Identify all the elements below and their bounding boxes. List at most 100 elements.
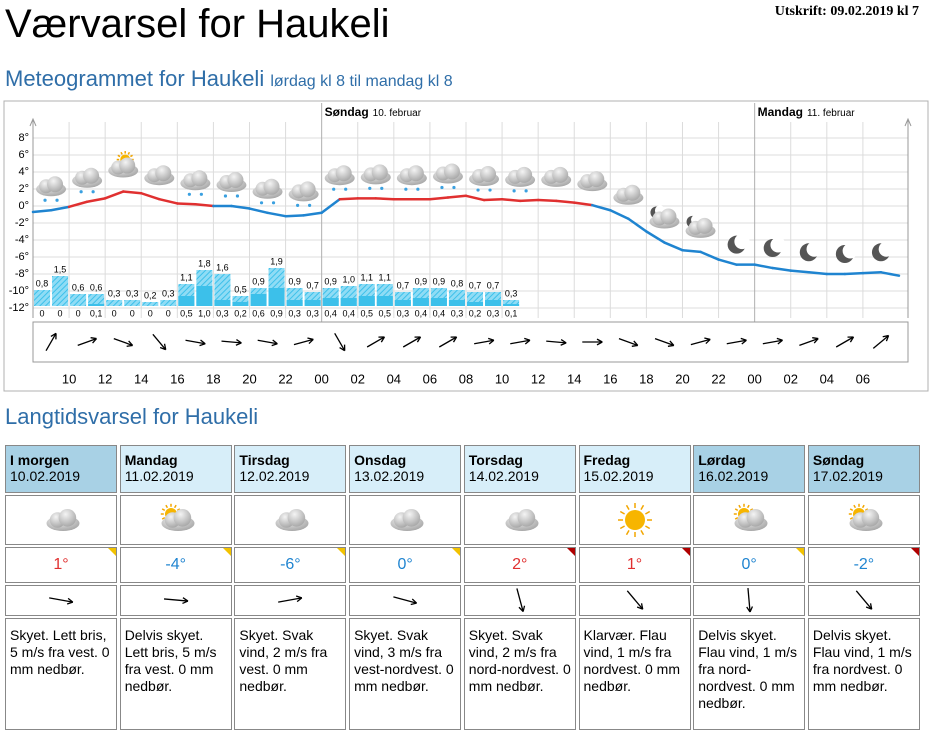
temperature-segment (320, 197, 341, 215)
sun-ray (161, 508, 165, 512)
day-date: 11. februar (807, 108, 855, 119)
wind-arrow (855, 590, 873, 610)
x-tick-label: 06 (423, 371, 437, 386)
day-header: Tirsdag 12.02.2019 (234, 445, 347, 493)
temperature-segment (843, 271, 865, 276)
wind-head (67, 597, 74, 603)
day-label: Mandag 11. februar (758, 105, 856, 119)
precip-min-bar (503, 304, 520, 306)
weather-icon (72, 167, 103, 194)
precip-max-label: 0,8 (36, 278, 49, 288)
wind-head (518, 606, 524, 613)
snowflake (332, 187, 336, 191)
weather-icon (617, 503, 652, 537)
day-date: 11.02.2019 (124, 468, 194, 484)
forecast-day: I morgen 10.02.2019 1° Skyet. Lett bris, 5 … (5, 445, 117, 732)
wind-head (746, 606, 751, 613)
day-name: Mandag (758, 105, 803, 119)
wind-shaft (366, 336, 385, 348)
indicator (222, 548, 231, 556)
moon-cut (734, 233, 750, 250)
wind-arrow (402, 336, 422, 348)
wind-head (339, 346, 346, 352)
wind-shaft (510, 339, 531, 345)
y-tick-label: -2° (15, 217, 29, 229)
temperature-segment (771, 266, 792, 272)
wind-shaft (516, 588, 524, 612)
forecast-day: Fredag 15.02.2019 1° Klarvær. Flau vind, 1 … (578, 445, 691, 732)
wind-head (640, 603, 643, 610)
wind-head (236, 339, 242, 344)
day-name: Mandag (124, 452, 178, 468)
weather-icon (763, 237, 786, 258)
wind-head (631, 344, 638, 347)
cloud-part (287, 509, 306, 527)
x-tick-label: 02 (351, 371, 365, 386)
snowflake (440, 185, 444, 190)
weather-icon (469, 166, 500, 192)
temperature: 1° (578, 547, 691, 583)
temperature-segment (807, 271, 829, 276)
snowflake (259, 201, 264, 205)
temperature-segment (266, 211, 287, 218)
sun-ray (853, 504, 856, 509)
day-date: 10. februar (373, 108, 422, 119)
wind-arrow (163, 597, 189, 605)
precip-max-label: 0,7 (487, 280, 500, 290)
wind-shaft (690, 338, 711, 346)
wind-arrow (726, 337, 747, 345)
weather-icon (848, 503, 883, 531)
wind-shaft (654, 337, 675, 347)
snowflake (488, 188, 492, 192)
cloud-part (480, 166, 497, 183)
temperature-segment (536, 198, 558, 203)
wind-shaft (185, 339, 206, 345)
wind-shaft (113, 337, 133, 347)
precip-min-bar (466, 302, 484, 306)
wind-head (524, 337, 531, 341)
precip-min-label: 0,2 (469, 308, 482, 318)
precip-min-label: 0,4 (415, 308, 428, 318)
wind-head (199, 343, 206, 347)
meteogram-subtitle: lørdag kl 8 til mandag kl 8 (270, 73, 453, 90)
cloud-part (660, 208, 677, 225)
forecast-day: Tirsdag 12.02.2019 -6° Skyet. Svak vind, 2 … (234, 445, 347, 732)
cloud-part (47, 176, 64, 193)
sun-ray (173, 504, 177, 509)
snowflake (91, 190, 95, 194)
wind-head (307, 337, 314, 341)
forecast-text: Skyet. Svak vind, 2 m/s fra vest. 0 mm n… (234, 618, 347, 730)
wind-head (92, 338, 98, 344)
wind-shaft (546, 340, 567, 344)
snowflake (199, 192, 203, 196)
day-date: 16.02.2019 (698, 468, 769, 484)
y-tick-label: 2° (18, 183, 29, 195)
weather-icon (649, 205, 680, 229)
day-date: 17.02.2019 (812, 468, 883, 484)
wind-head (126, 344, 133, 347)
temperature: -4° (119, 547, 232, 583)
precip-max-label: 0,6 (90, 282, 103, 292)
wind-cell (578, 585, 691, 616)
cloud-part (83, 167, 100, 184)
wind-arrow (278, 595, 303, 603)
meteogram: 8° 6° 4° 2° 0° -2° -4° -6° -8° -10° -12° 10 12 14 16 18… (3, 100, 929, 392)
temperature-segment (139, 192, 161, 201)
precip-min-label: 0,3 (397, 308, 410, 318)
x-tick-label: 22 (711, 371, 725, 386)
temperature-segment (85, 197, 107, 203)
wind-head (380, 336, 385, 343)
cloud-part (263, 178, 280, 195)
x-tick-label: 20 (242, 371, 256, 386)
day-date: 10.02.2019 (10, 468, 81, 484)
moon-cut (806, 241, 822, 257)
wind-arrow (872, 334, 890, 349)
wind-head (667, 344, 674, 347)
weather-icon (613, 184, 644, 205)
cloud-part (696, 217, 713, 234)
weather-icon (733, 503, 768, 531)
wind-head (777, 339, 783, 345)
weather-icon (727, 233, 750, 254)
wind-shaft (402, 336, 421, 348)
wind-arrow (438, 336, 458, 348)
